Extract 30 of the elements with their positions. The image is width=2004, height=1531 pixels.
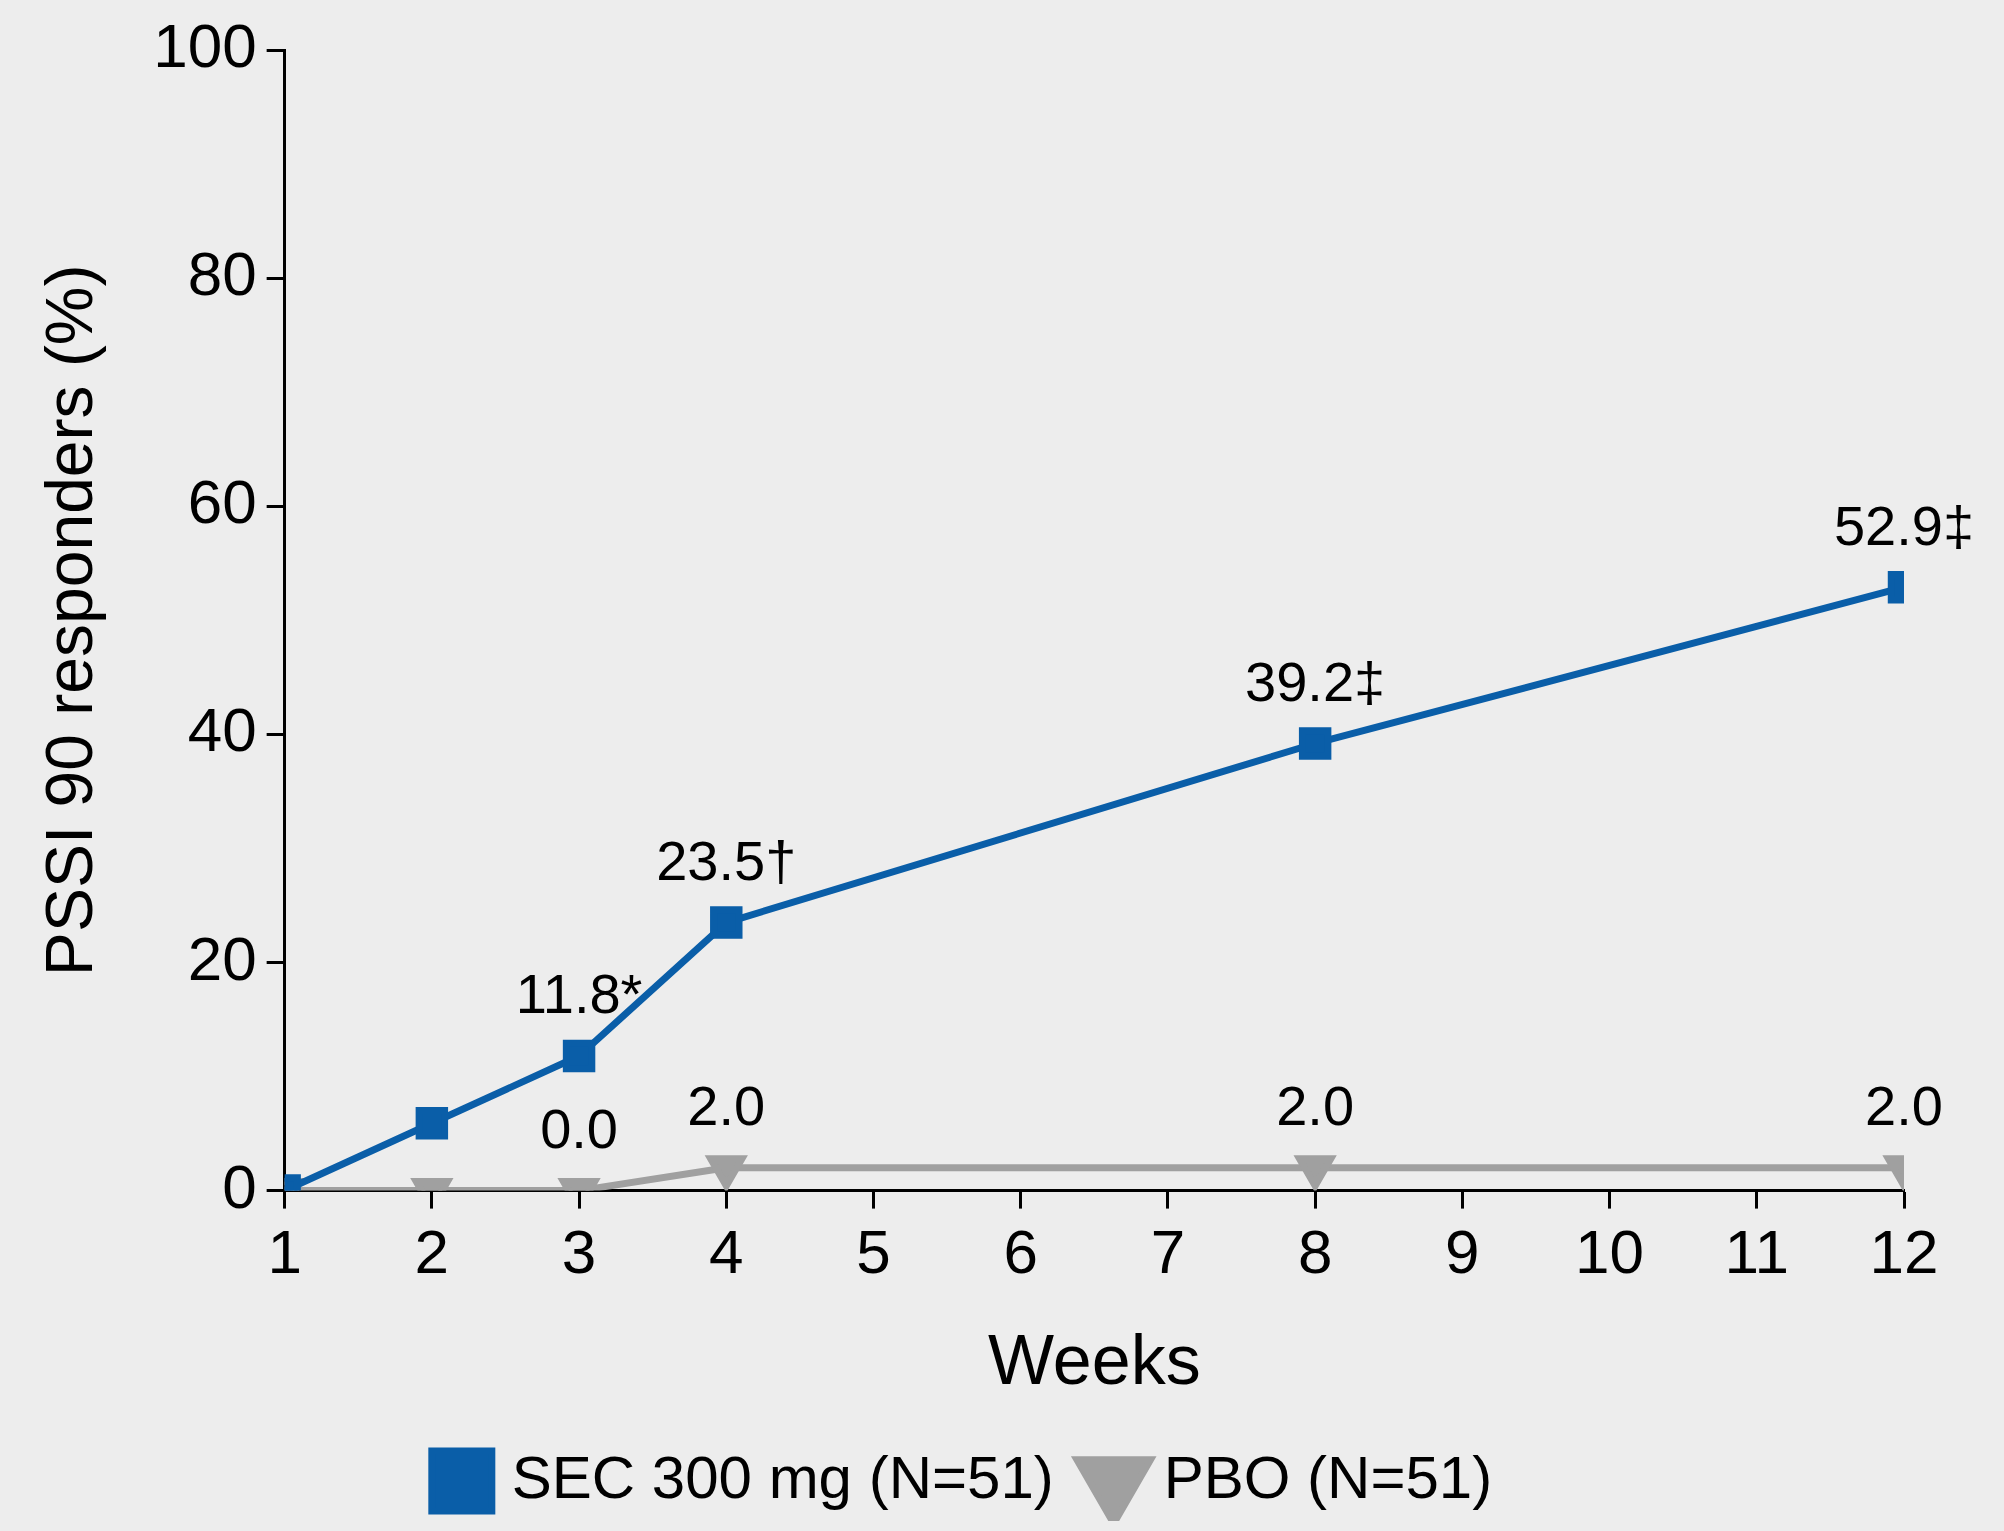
data-label: 23.5† (656, 829, 797, 892)
y-tick-label: 100 (153, 11, 257, 81)
x-tick-label: 3 (561, 1216, 597, 1286)
legend-label: SEC 300 mg (N=51) (511, 1443, 1054, 1511)
x-tick-label: 11 (1724, 1216, 1789, 1286)
x-tick-label: 4 (709, 1216, 744, 1286)
x-tick-label: 1 (267, 1216, 302, 1286)
data-label: 0.0 (540, 1097, 618, 1161)
data-label: 2.0 (1865, 1074, 1943, 1138)
data-label: 11.8* (515, 962, 643, 1026)
y-axis-title: PSSI 90 responders (%) (31, 264, 106, 977)
data-label: 2.0 (1276, 1074, 1355, 1138)
legend-label: PBO (N=51) (1163, 1443, 1493, 1511)
x-tick-label: 5 (856, 1216, 891, 1286)
x-axis-title: Weeks (987, 1321, 1201, 1400)
y-tick-label: 0 (222, 1151, 257, 1221)
x-tick-label: 6 (1003, 1216, 1038, 1286)
data-label: 2.0 (687, 1074, 766, 1138)
x-tick-label: 10 (1575, 1216, 1645, 1286)
x-tick-label: 9 (1445, 1216, 1480, 1286)
y-tick-label: 40 (187, 695, 257, 765)
data-label: 39.2‡ (1245, 649, 1386, 713)
y-tick-label: 80 (187, 239, 257, 309)
x-tick-label: 8 (1297, 1216, 1333, 1286)
data-label: 52.9‡ (1833, 493, 1975, 557)
y-tick-label: 60 (187, 467, 257, 537)
x-tick-label: 2 (414, 1216, 450, 1286)
x-tick-label: 7 (1150, 1216, 1186, 1286)
y-tick-label: 20 (187, 923, 257, 993)
x-tick-label: 12 (1869, 1216, 1939, 1286)
